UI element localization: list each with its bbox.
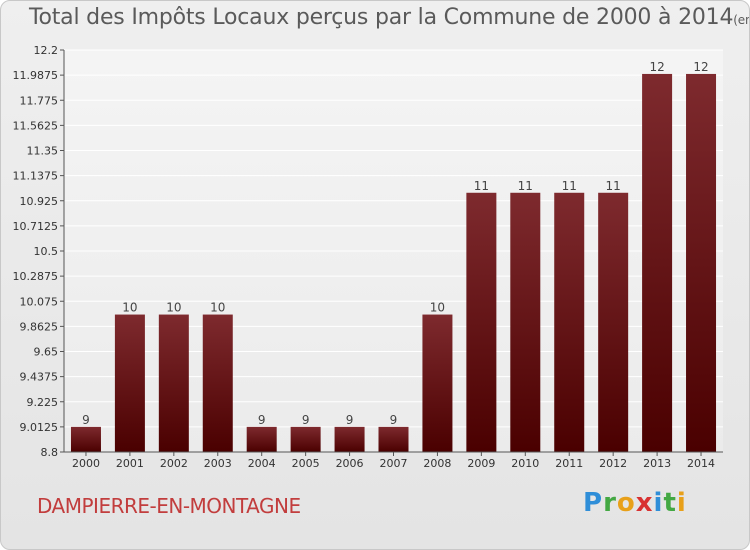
bar xyxy=(422,314,453,452)
bar-value-label: 11 xyxy=(474,179,489,193)
bar xyxy=(246,426,277,452)
y-tick-label: 9.8625 xyxy=(20,320,59,333)
bar-value-label: 9 xyxy=(390,413,398,427)
bar-value-label: 12 xyxy=(693,60,708,74)
x-tick-label: 2002 xyxy=(160,457,188,470)
bar-value-label: 9 xyxy=(346,413,354,427)
y-tick-label: 9.65 xyxy=(34,346,59,359)
proxiti-logo: Proxiti xyxy=(583,488,687,518)
y-tick-label: 11.775 xyxy=(20,94,59,107)
x-tick-label: 2012 xyxy=(599,457,627,470)
chart-title: Total des Impôts Locaux perçus par la Co… xyxy=(29,5,749,30)
x-tick-label: 2003 xyxy=(204,457,232,470)
y-tick-label: 8.8 xyxy=(41,446,59,459)
bar xyxy=(686,73,717,452)
bar-value-label: 11 xyxy=(518,179,533,193)
x-tick-label: 2001 xyxy=(116,457,144,470)
x-tick-label: 2006 xyxy=(336,457,364,470)
y-tick-label: 11.35 xyxy=(27,145,59,158)
y-tick-label: 12.2 xyxy=(34,44,59,57)
x-tick-label: 2005 xyxy=(292,457,320,470)
bar-value-label: 10 xyxy=(210,301,225,315)
bar-value-label: 11 xyxy=(562,179,577,193)
y-tick-label: 10.2875 xyxy=(13,270,59,283)
x-tick-label: 2011 xyxy=(555,457,583,470)
bar-value-label: 10 xyxy=(122,301,137,315)
bar xyxy=(378,426,409,452)
bar-value-label: 10 xyxy=(430,301,445,315)
bar xyxy=(334,426,365,452)
y-tick-label: 10.075 xyxy=(20,295,59,308)
x-tick-label: 2010 xyxy=(511,457,539,470)
y-tick-label: 11.1375 xyxy=(13,170,59,183)
y-tick-label: 10.7125 xyxy=(13,220,59,233)
x-tick-label: 2004 xyxy=(248,457,276,470)
bar-value-label: 12 xyxy=(649,60,664,74)
bar xyxy=(290,426,321,452)
y-tick-label: 10.925 xyxy=(20,195,59,208)
bar-value-label: 9 xyxy=(258,413,266,427)
chart-unit: (en milliers d'€) xyxy=(733,13,749,27)
bar xyxy=(554,192,585,453)
bar-value-label: 9 xyxy=(82,413,90,427)
bar-value-label: 10 xyxy=(166,301,181,315)
bar xyxy=(114,314,145,452)
y-tick-label: 10.5 xyxy=(34,245,59,258)
y-tick-label: 9.4375 xyxy=(20,371,59,384)
bar xyxy=(510,192,541,453)
commune-name: DAMPIERRE-EN-MONTAGNE xyxy=(37,494,301,518)
x-tick-label: 2009 xyxy=(467,457,495,470)
y-tick-label: 11.9875 xyxy=(13,69,59,82)
y-tick-label: 9.0125 xyxy=(20,421,59,434)
bar xyxy=(158,314,189,452)
bar xyxy=(202,314,233,452)
bar xyxy=(642,73,673,452)
bar-value-label: 9 xyxy=(302,413,310,427)
bar xyxy=(70,426,101,452)
x-tick-label: 2013 xyxy=(643,457,671,470)
bar-value-label: 11 xyxy=(606,179,621,193)
y-tick-label: 9.225 xyxy=(27,396,59,409)
x-tick-label: 2014 xyxy=(687,457,715,470)
bar xyxy=(598,192,629,453)
y-tick-label: 11.5625 xyxy=(13,119,59,132)
x-tick-label: 2008 xyxy=(423,457,451,470)
x-tick-label: 2000 xyxy=(72,457,100,470)
x-tick-label: 2007 xyxy=(380,457,408,470)
bar xyxy=(466,192,497,453)
chart-title-text: Total des Impôts Locaux perçus par la Co… xyxy=(29,5,734,30)
